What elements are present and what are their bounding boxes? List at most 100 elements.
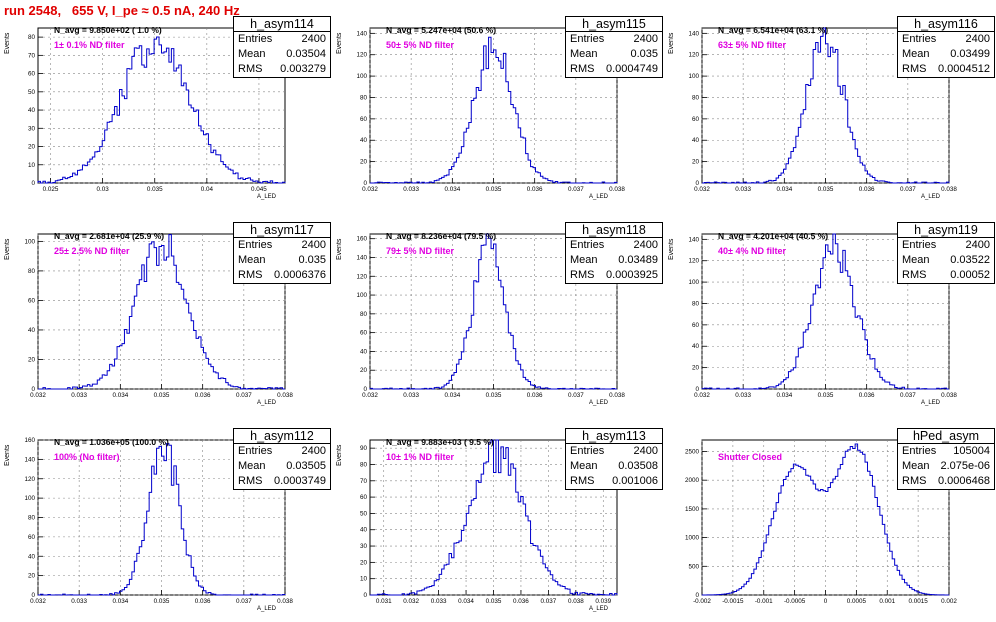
y-tick-label: 30 xyxy=(28,125,36,132)
y-tick-label: 1000 xyxy=(685,535,700,542)
y-tick-label: 160 xyxy=(356,236,367,243)
y-tick-label: 20 xyxy=(692,159,700,166)
y-tick-label: 80 xyxy=(28,268,36,275)
stats-mean-label: Mean xyxy=(570,254,598,266)
y-tick-label: 40 xyxy=(28,553,36,560)
histogram-curve xyxy=(701,233,949,390)
y-tick-label: 0 xyxy=(31,180,35,187)
stats-box: hPed_asym Entries 105004 Mean 2.075e-06 RMS 0.… xyxy=(897,428,995,490)
x-tick-label: 0.032 xyxy=(694,392,710,399)
stats-box: h_asym119 Entries 2400 Mean 0.03522 RMS 0.0005… xyxy=(897,222,995,284)
stats-mean-value: 0.035 xyxy=(298,254,326,266)
histogram-curve xyxy=(370,36,618,184)
x-axis-label: A_LED xyxy=(257,194,277,200)
x-tick-label: 0.032 xyxy=(362,186,378,193)
stats-mean-label: Mean xyxy=(238,254,266,266)
stats-mean-value: 0.03505 xyxy=(286,460,326,472)
y-tick-label: 40 xyxy=(360,137,368,144)
page-title: run 2548, 655 V, I_pe ≈ 0.5 nA, 240 Hz xyxy=(4,3,240,18)
x-tick-label: 0.036 xyxy=(527,186,543,193)
stats-rms-label: RMS xyxy=(902,475,927,487)
x-tick-label: 0.037 xyxy=(541,598,557,605)
x-tick-label: 0.038 xyxy=(568,598,584,605)
x-tick-label: -0.0005 xyxy=(784,598,806,605)
stats-mean-value: 0.03499 xyxy=(950,48,990,60)
stats-rms-label: RMS xyxy=(902,63,927,75)
stats-entries-label: Entries xyxy=(238,239,273,251)
stats-mean-value: 0.03489 xyxy=(618,254,658,266)
y-axis-label: Events xyxy=(4,238,11,260)
y-tick-label: 80 xyxy=(692,94,700,101)
x-tick-label: 0.036 xyxy=(195,598,211,605)
stats-entries-value: 2400 xyxy=(633,445,658,457)
x-tick-label: 0.036 xyxy=(859,186,875,193)
stats-histogram-name: h_asym116 xyxy=(898,17,994,32)
stats-mean-value: 2.075e-06 xyxy=(940,460,990,472)
x-tick-label: 0.034 xyxy=(112,598,128,605)
y-axis-label: Events xyxy=(336,238,343,260)
y-tick-label: 10 xyxy=(28,162,36,169)
x-tick-label: 0.033 xyxy=(735,392,751,399)
y-tick-label: 80 xyxy=(692,300,700,307)
y-tick-label: 2500 xyxy=(685,448,700,455)
x-tick-label: 0 xyxy=(824,598,828,605)
y-tick-label: 20 xyxy=(692,365,700,372)
y-axis-label: Events xyxy=(668,32,675,54)
stats-mean-label: Mean xyxy=(902,254,930,266)
histogram-curve xyxy=(370,439,618,596)
histogram-curve xyxy=(369,233,617,390)
y-tick-label: 120 xyxy=(688,52,699,59)
y-tick-label: 90 xyxy=(360,445,368,452)
stats-mean-label: Mean xyxy=(570,460,598,472)
x-tick-label: 0.032 xyxy=(362,392,378,399)
y-tick-label: 80 xyxy=(360,311,368,318)
stats-entries-label: Entries xyxy=(902,33,937,45)
x-tick-label: 0.038 xyxy=(609,186,625,193)
x-tick-label: 0.037 xyxy=(900,186,916,193)
x-tick-label: 0.035 xyxy=(486,392,502,399)
x-tick-label: 0.035 xyxy=(486,186,502,193)
x-tick-label: 0.034 xyxy=(776,186,792,193)
stats-rms-row: RMS 0.0006376 xyxy=(234,268,330,283)
filter-label: 63± 5% ND filter xyxy=(718,40,786,50)
histogram-curve xyxy=(701,443,950,596)
histogram-panel-h_asym115: 0.032 0.033 0.034 0.035 0.036 0.037 0.038 0 20 40… xyxy=(332,0,664,206)
y-tick-label: 0 xyxy=(695,180,699,187)
x-tick-label: -0.0015 xyxy=(722,598,744,605)
y-tick-label: 50 xyxy=(28,89,36,96)
x-axis-label: A_LED xyxy=(589,194,609,200)
stats-rms-row: RMS 0.00052 xyxy=(898,268,994,283)
stats-box: h_asym118 Entries 2400 Mean 0.03489 RMS 0.0003… xyxy=(565,222,663,284)
stats-rms-value: 0.00052 xyxy=(950,269,990,281)
x-tick-label: -0.002 xyxy=(693,598,711,605)
histogram-panel-h_asym116: 0.032 0.033 0.034 0.035 0.036 0.037 0.038 0 20 40… xyxy=(664,0,996,206)
y-tick-label: 80 xyxy=(28,515,36,522)
x-tick-label: 0.032 xyxy=(694,186,710,193)
x-tick-label: 0.031 xyxy=(376,598,392,605)
stats-histogram-name: h_asym115 xyxy=(566,17,662,32)
y-tick-label: 0 xyxy=(31,386,35,393)
stats-mean-label: Mean xyxy=(570,48,598,60)
y-tick-label: 0 xyxy=(363,592,367,599)
stats-mean-value: 0.03508 xyxy=(618,460,658,472)
y-axis-label: Events xyxy=(336,32,343,54)
x-tick-label: 0.037 xyxy=(236,392,252,399)
filter-label: 40± 4% ND filter xyxy=(718,246,786,256)
y-tick-label: 60 xyxy=(360,330,368,337)
stats-rms-label: RMS xyxy=(238,63,263,75)
navg-label: N_avg = 1.036e+05 (100.0 %) xyxy=(54,437,169,447)
y-tick-label: 1500 xyxy=(685,506,700,513)
x-axis-label: A_LED xyxy=(589,606,609,612)
navg-label: N_avg = 4.201e+04 (40.5 %) xyxy=(718,231,829,241)
y-axis-label: Events xyxy=(668,238,675,260)
navg-label: N_avg = 8.236e+04 (79.5 %) xyxy=(386,231,497,241)
x-axis-label: A_LED xyxy=(921,194,941,200)
stats-box: h_asym114 Entries 2400 Mean 0.03504 RMS 0.0032… xyxy=(233,16,331,78)
x-tick-label: 0.001 xyxy=(879,598,895,605)
y-tick-label: 0 xyxy=(363,180,367,187)
stats-entries-row: Entries 105004 xyxy=(898,444,994,459)
navg-label: N_avg = 6.541e+04 (63.1 %) xyxy=(718,25,829,35)
histogram-panel-h_asym117: 0.032 0.033 0.034 0.035 0.036 0.037 0.038 0 20 40… xyxy=(0,206,332,412)
y-tick-label: 0 xyxy=(695,592,699,599)
stats-histogram-name: hPed_asym xyxy=(898,429,994,444)
